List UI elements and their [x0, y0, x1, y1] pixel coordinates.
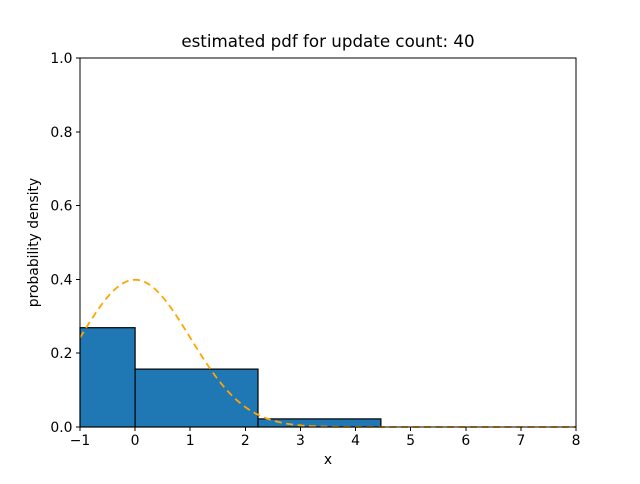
x-tick-label: 1 [186, 433, 195, 449]
x-tick-label: 5 [406, 433, 415, 449]
x-tick-label: −1 [70, 433, 90, 449]
y-tick-label: 1.0 [50, 51, 72, 67]
x-tick-label: 4 [351, 433, 360, 449]
y-tick-label: 0.0 [50, 420, 72, 436]
x-tick-label: 7 [516, 433, 525, 449]
y-tick-label: 0.2 [50, 346, 72, 362]
histogram-bar [79, 327, 136, 428]
x-tick-label: 8 [572, 433, 581, 449]
x-tick-label: 0 [131, 433, 140, 449]
x-axis: −1 0 1 2 3 4 5 6 7 8 [70, 427, 581, 449]
x-tick-label: 3 [296, 433, 305, 449]
chart-title: estimated pdf for update count: 40 [181, 31, 474, 51]
x-tick-label: 6 [461, 433, 470, 449]
histogram-bars [79, 327, 382, 428]
x-axis-label: x [324, 452, 332, 468]
histogram-bar [134, 368, 259, 428]
histogram-bar [257, 418, 382, 428]
y-tick-label: 0.8 [50, 125, 72, 141]
y-tick-label: 0.4 [50, 272, 72, 288]
plot-frame [79, 57, 577, 428]
x-tick-label: 2 [241, 433, 250, 449]
y-axis-label: probability density [26, 178, 42, 307]
y-tick-label: 0.6 [50, 199, 72, 215]
y-axis: 0.0 0.2 0.4 0.6 0.8 1.0 [50, 51, 80, 436]
